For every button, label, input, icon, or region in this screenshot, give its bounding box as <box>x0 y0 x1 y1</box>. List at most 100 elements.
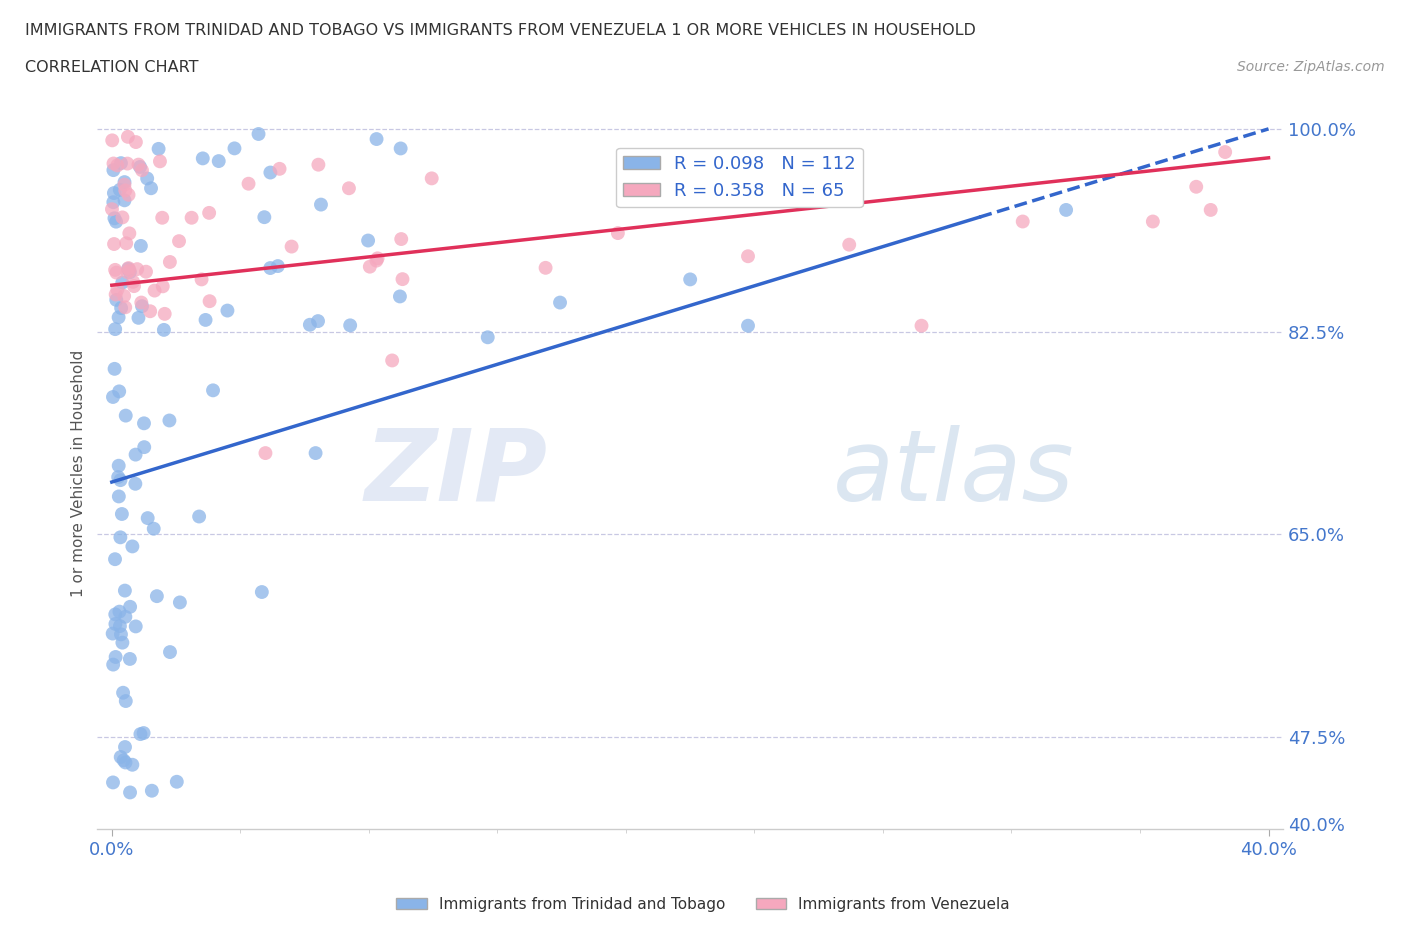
Point <box>167 233 190 248</box>
Point <box>104 551 127 566</box>
Point <box>188 509 211 524</box>
Point <box>117 261 139 276</box>
Point <box>366 132 388 147</box>
Point <box>121 539 143 554</box>
Point <box>1054 203 1077 218</box>
Point <box>208 153 231 168</box>
Text: atlas: atlas <box>832 425 1074 522</box>
Point <box>366 253 388 268</box>
Point <box>357 233 380 248</box>
Point <box>118 652 141 667</box>
Point <box>117 265 139 280</box>
Point <box>606 226 628 241</box>
Point <box>737 249 759 264</box>
Point <box>110 300 132 315</box>
Point <box>548 295 571 310</box>
Point <box>381 353 404 368</box>
Point <box>1011 214 1033 229</box>
Point <box>114 178 136 193</box>
Point <box>117 156 139 171</box>
Point <box>122 279 145 294</box>
Point <box>367 251 389 266</box>
Point <box>153 323 176 338</box>
Text: CORRELATION CHART: CORRELATION CHART <box>25 60 198 75</box>
Point <box>132 725 155 740</box>
Point <box>101 133 124 148</box>
Point <box>127 261 149 276</box>
Point <box>104 287 127 302</box>
Point <box>121 757 143 772</box>
Point <box>104 649 127 664</box>
Point <box>105 214 128 229</box>
Point <box>105 282 128 297</box>
Point <box>269 162 291 177</box>
Point <box>253 210 276 225</box>
Point <box>103 362 125 377</box>
Point <box>420 171 443 186</box>
Point <box>127 311 149 325</box>
Point <box>202 383 225 398</box>
Point <box>298 317 321 332</box>
Point <box>131 295 153 310</box>
Point <box>103 163 125 178</box>
Point <box>180 210 202 225</box>
Point <box>1142 214 1164 229</box>
Text: IMMIGRANTS FROM TRINIDAD AND TOBAGO VS IMMIGRANTS FROM VENEZUELA 1 OR MORE VEHIC: IMMIGRANTS FROM TRINIDAD AND TOBAGO VS I… <box>25 23 976 38</box>
Point <box>307 157 329 172</box>
Point <box>166 775 188 790</box>
Point <box>118 785 141 800</box>
Point <box>108 604 131 619</box>
Point <box>194 312 217 327</box>
Point <box>1199 203 1222 218</box>
Point <box>125 619 148 634</box>
Point <box>838 237 860 252</box>
Point <box>108 618 131 633</box>
Point <box>124 447 146 462</box>
Point <box>534 260 557 275</box>
Point <box>111 507 134 522</box>
Point <box>136 511 159 525</box>
Point <box>135 264 157 279</box>
Point <box>139 180 162 195</box>
Y-axis label: 1 or more Vehicles in Household: 1 or more Vehicles in Household <box>72 350 86 597</box>
Point <box>115 236 138 251</box>
Point <box>117 188 139 203</box>
Point <box>103 156 125 171</box>
Point <box>105 158 128 173</box>
Point <box>304 445 326 460</box>
Point <box>259 260 281 275</box>
Point <box>134 440 156 455</box>
Point <box>280 239 302 254</box>
Point <box>101 626 124 641</box>
Point <box>217 303 239 318</box>
Point <box>118 265 141 280</box>
Point <box>108 384 131 399</box>
Point <box>117 260 139 275</box>
Point <box>114 583 136 598</box>
Point <box>110 472 132 487</box>
Point <box>477 330 499 345</box>
Point <box>148 141 170 156</box>
Point <box>114 609 136 624</box>
Point <box>111 635 134 650</box>
Point <box>159 644 181 659</box>
Point <box>114 755 136 770</box>
Point <box>267 259 290 273</box>
Point <box>337 180 360 195</box>
Point <box>110 750 132 764</box>
Point <box>107 310 129 325</box>
Point <box>104 617 127 631</box>
Point <box>389 232 412 246</box>
Point <box>359 259 381 274</box>
Point <box>159 255 181 270</box>
Point <box>114 739 136 754</box>
Point <box>112 685 135 700</box>
Point <box>104 607 127 622</box>
Point <box>122 274 145 289</box>
Point <box>247 126 270 141</box>
Point <box>105 292 128 307</box>
Point <box>131 299 153 313</box>
Point <box>101 202 124 217</box>
Point <box>124 476 146 491</box>
Legend: R = 0.098   N = 112, R = 0.358   N = 65: R = 0.098 N = 112, R = 0.358 N = 65 <box>616 148 863 207</box>
